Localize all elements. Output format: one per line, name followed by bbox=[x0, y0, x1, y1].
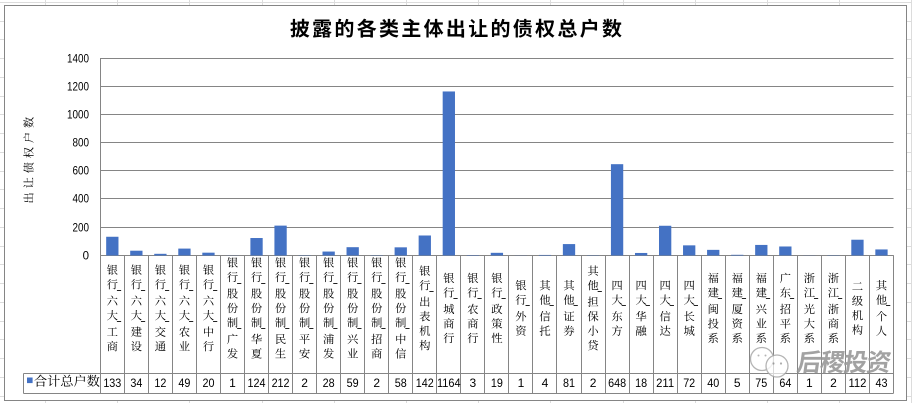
svg-text:142: 142 bbox=[416, 376, 434, 390]
svg-text:1400: 1400 bbox=[67, 54, 89, 66]
svg-text:1: 1 bbox=[518, 376, 525, 390]
svg-text:18: 18 bbox=[635, 376, 647, 390]
svg-text:28: 28 bbox=[323, 376, 335, 390]
svg-text:81: 81 bbox=[563, 376, 575, 390]
svg-text:2: 2 bbox=[373, 376, 380, 390]
svg-text:75: 75 bbox=[755, 376, 767, 390]
svg-text:19: 19 bbox=[491, 376, 503, 390]
svg-text:200: 200 bbox=[73, 223, 90, 235]
svg-text:1: 1 bbox=[229, 376, 236, 390]
svg-text:1200: 1200 bbox=[67, 82, 89, 94]
svg-text:648: 648 bbox=[608, 376, 626, 390]
svg-text:3: 3 bbox=[470, 376, 477, 390]
svg-text:2: 2 bbox=[590, 376, 597, 390]
svg-text:43: 43 bbox=[875, 376, 887, 390]
svg-text:4: 4 bbox=[542, 376, 549, 390]
svg-text:59: 59 bbox=[347, 376, 359, 390]
svg-text:1000: 1000 bbox=[67, 110, 89, 122]
svg-text:49: 49 bbox=[178, 376, 190, 390]
svg-text:12: 12 bbox=[154, 376, 166, 390]
svg-text:2: 2 bbox=[830, 376, 837, 390]
svg-text:64: 64 bbox=[779, 376, 791, 390]
svg-text:58: 58 bbox=[395, 376, 407, 390]
svg-text:112: 112 bbox=[848, 376, 866, 390]
svg-text:133: 133 bbox=[103, 376, 121, 390]
svg-text:124: 124 bbox=[248, 376, 266, 390]
svg-text:34: 34 bbox=[130, 376, 142, 390]
svg-text:800: 800 bbox=[73, 138, 90, 150]
svg-text:0: 0 bbox=[83, 251, 89, 263]
svg-text:400: 400 bbox=[73, 194, 90, 206]
svg-text:40: 40 bbox=[707, 376, 719, 390]
svg-text:1164: 1164 bbox=[437, 376, 461, 390]
svg-text:600: 600 bbox=[73, 166, 90, 178]
svg-text:5: 5 bbox=[734, 376, 741, 390]
svg-text:72: 72 bbox=[683, 376, 695, 390]
svg-text:211: 211 bbox=[656, 376, 674, 390]
svg-text:2: 2 bbox=[301, 376, 308, 390]
svg-text:212: 212 bbox=[272, 376, 290, 390]
svg-text:20: 20 bbox=[202, 376, 214, 390]
svg-text:1: 1 bbox=[806, 376, 813, 390]
